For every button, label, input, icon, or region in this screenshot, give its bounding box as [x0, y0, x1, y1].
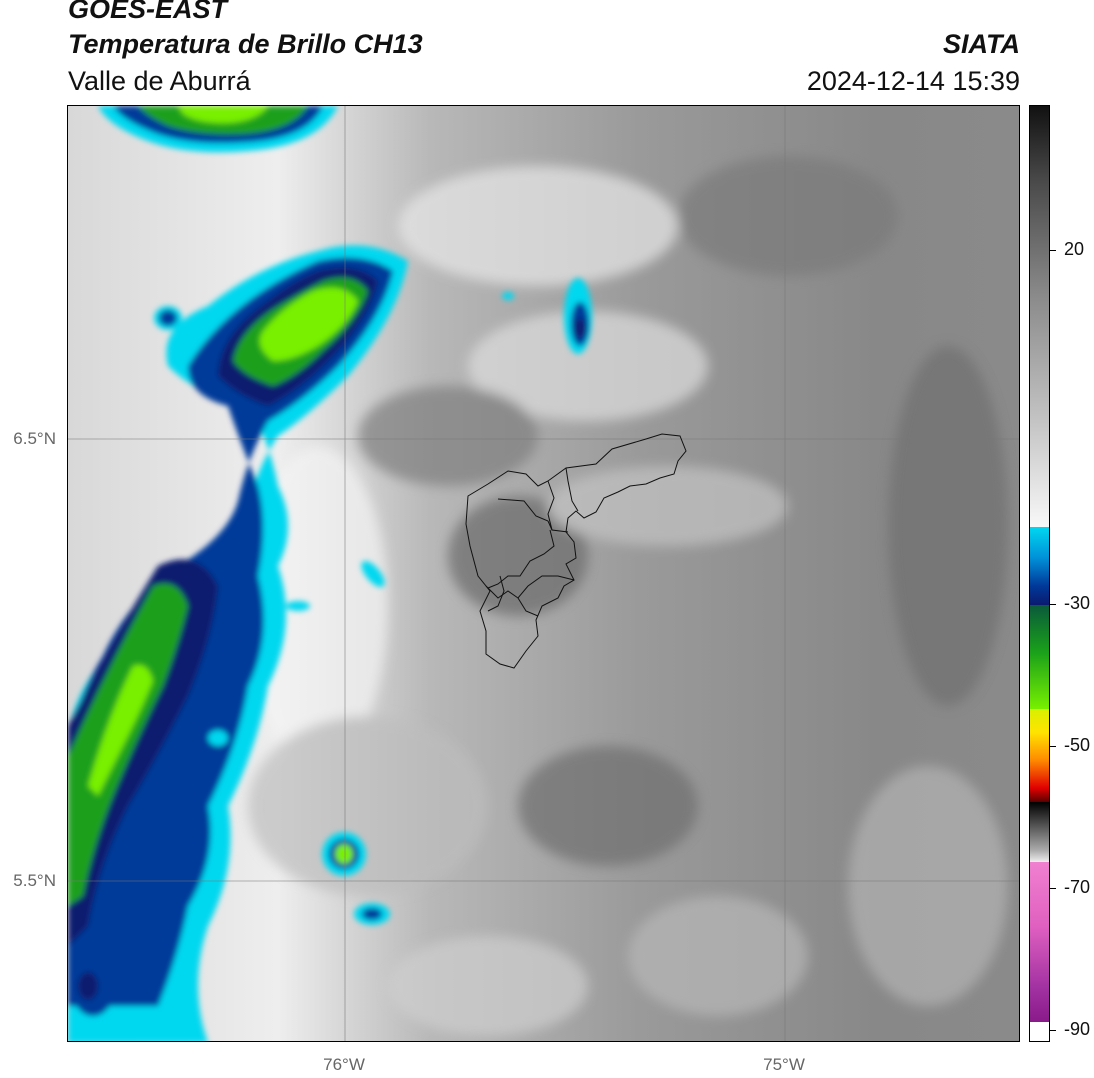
organization-label: SIATA — [943, 29, 1020, 59]
colorbar-tick — [1050, 604, 1056, 605]
colorbar-green-range — [1030, 605, 1049, 709]
colorbar-tick — [1050, 1030, 1056, 1031]
longitude-label-76: 76°W — [323, 1055, 365, 1074]
cold-cloud-tops — [68, 106, 592, 1041]
longitude-label-75: 75°W — [763, 1055, 805, 1074]
colorbar-purple-range — [1030, 862, 1049, 1022]
municipality-boundaries — [465, 433, 687, 669]
colorbar-warm-range — [1030, 709, 1049, 802]
colorbar-gray-range — [1030, 106, 1049, 527]
colorbar-tick — [1050, 250, 1056, 251]
colorbar-tick — [1050, 746, 1056, 747]
colorbar-label-minus-50: -50 — [1064, 735, 1091, 755]
timestamp-label: 2024-12-14 15:39 — [806, 66, 1020, 96]
temperature-colorbar — [1029, 105, 1050, 1042]
colorbar-dark-range — [1030, 802, 1049, 862]
cloud-texture — [248, 156, 1008, 1036]
map-gridlines — [68, 106, 1019, 1041]
colorbar-label-minus-70: -70 — [1064, 877, 1091, 897]
latitude-label-6-5: 6.5°N — [13, 429, 56, 448]
colorbar-label-minus-90: -90 — [1064, 1019, 1091, 1039]
colorbar-min-range — [1030, 1022, 1049, 1041]
colorbar-label-20: 20 — [1064, 239, 1085, 259]
latitude-label-5-5: 5.5°N — [13, 871, 56, 890]
satellite-map — [67, 105, 1020, 1042]
product-title: Temperatura de Brillo CH13 — [68, 29, 423, 59]
region-title: Valle de Aburrá — [68, 66, 251, 96]
satellite-title: GOES-EAST — [68, 0, 228, 24]
colorbar-tick — [1050, 888, 1056, 889]
map-imagery — [68, 106, 1019, 1041]
colorbar-label-minus-30: -30 — [1064, 593, 1091, 613]
colorbar-blue-range — [1030, 527, 1049, 605]
